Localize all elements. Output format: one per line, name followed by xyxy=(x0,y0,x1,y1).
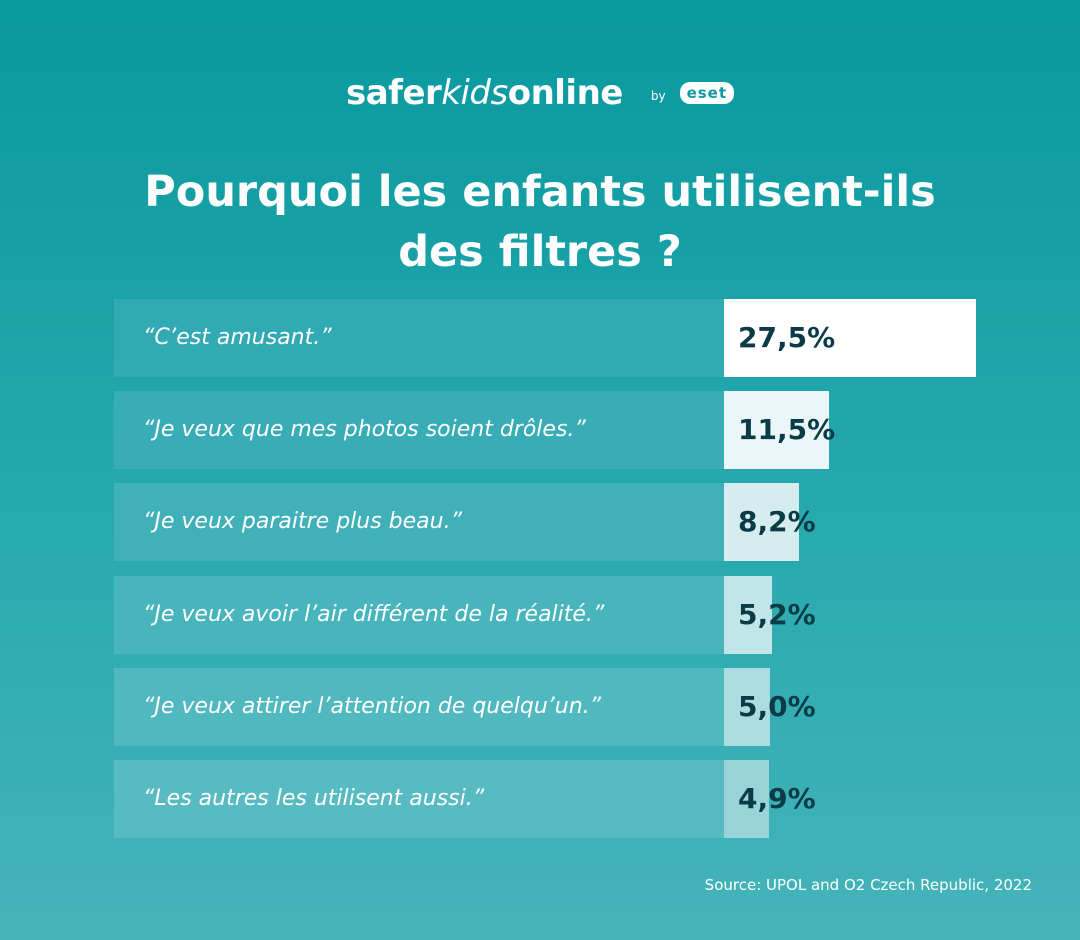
chart-row-background xyxy=(114,576,724,654)
logo-wordmark: saferkidsonline xyxy=(345,73,623,113)
category-label: “Je veux que mes photos soient drôles.” xyxy=(143,417,586,442)
bar xyxy=(724,668,770,746)
category-label: “C’est amusant.” xyxy=(143,325,332,350)
chart-title-line-2: des filtres ? xyxy=(398,227,682,277)
data-label: 8,2% xyxy=(738,505,816,538)
category-label: “Les autres les utilisent aussi.” xyxy=(143,786,485,811)
bar xyxy=(724,483,799,561)
data-label: 5,0% xyxy=(738,690,816,723)
category-label: “Je veux paraitre plus beau.” xyxy=(143,509,462,534)
bar xyxy=(724,760,769,838)
brand-logo: eset xyxy=(679,82,735,104)
logo-by: by xyxy=(650,89,666,103)
bar xyxy=(724,391,829,469)
data-label: 27,5% xyxy=(738,321,836,354)
data-label: 11,5% xyxy=(738,413,836,446)
source-note: Source: UPOL and O2 Czech Republic, 2022 xyxy=(704,876,1032,894)
category-label: “Je veux avoir l’air différent de la réa… xyxy=(143,602,605,627)
logo: saferkidsonline by eset xyxy=(0,70,1080,116)
chart-title: Pourquoi les enfants utilisent-ils des f… xyxy=(90,162,990,282)
data-label: 5,2% xyxy=(738,598,816,631)
chart-row-background xyxy=(114,299,724,377)
chart-title-line-1: Pourquoi les enfants utilisent-ils xyxy=(144,167,936,217)
category-label: “Je veux attirer l’attention de quelqu’u… xyxy=(143,694,602,719)
chart-row-background xyxy=(114,668,724,746)
chart-row-background xyxy=(114,483,724,561)
data-label: 4,9% xyxy=(738,782,816,815)
chart-row-background xyxy=(114,391,724,469)
chart-row-background xyxy=(114,760,724,838)
bar xyxy=(724,576,772,654)
bar xyxy=(724,299,976,377)
